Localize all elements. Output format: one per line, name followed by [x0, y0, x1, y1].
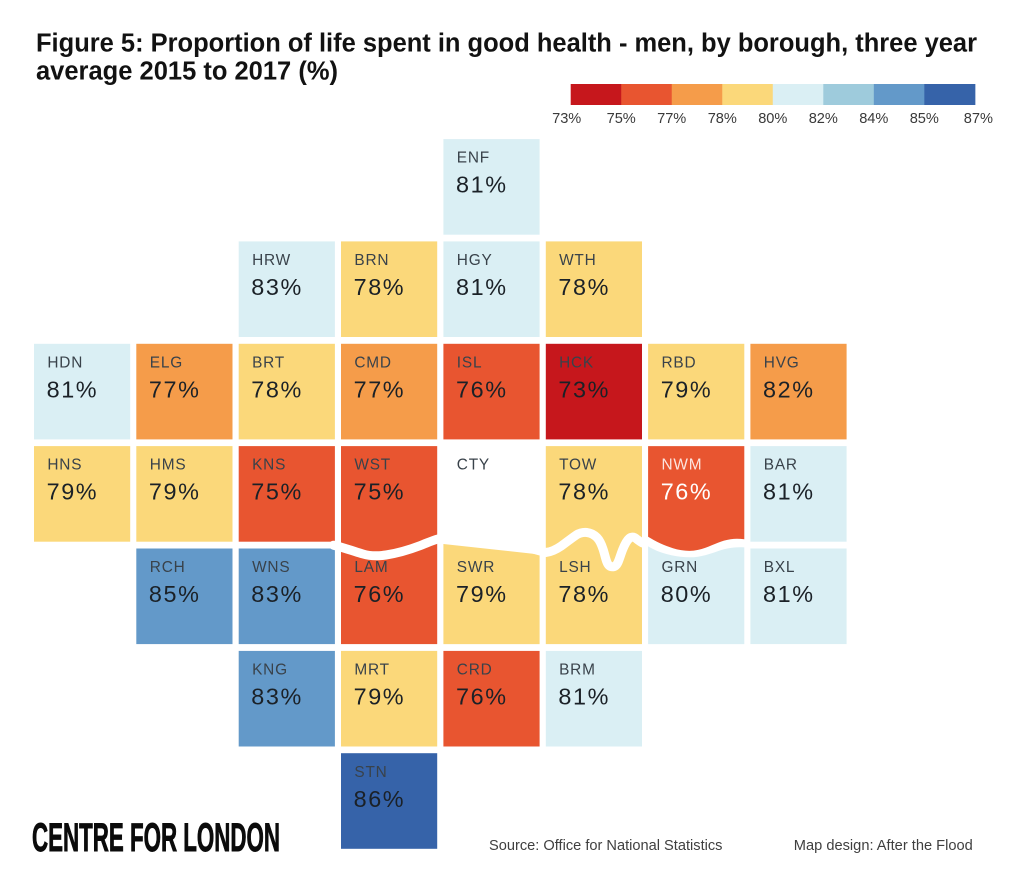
svg-text:81%: 81%	[456, 172, 508, 198]
svg-text:77%: 77%	[149, 376, 201, 402]
svg-text:Figure 5: Proportion of life s: Figure 5: Proportion of life spent in go…	[36, 29, 977, 57]
svg-text:83%: 83%	[251, 581, 303, 607]
svg-text:79%: 79%	[354, 684, 406, 710]
svg-text:79%: 79%	[456, 581, 508, 607]
svg-text:WTH: WTH	[559, 252, 596, 269]
svg-text:average 2015 to 2017 (%): average 2015 to 2017 (%)	[36, 58, 338, 86]
svg-text:HVG: HVG	[764, 354, 800, 371]
svg-text:76%: 76%	[661, 479, 713, 505]
svg-text:CTY: CTY	[457, 457, 490, 474]
svg-text:HGY: HGY	[457, 252, 493, 269]
svg-text:73%: 73%	[558, 376, 610, 402]
svg-text:78%: 78%	[354, 274, 406, 300]
svg-text:Source: Office for National St: Source: Office for National Statistics	[489, 838, 723, 854]
svg-text:86%: 86%	[354, 786, 406, 812]
svg-text:HCK: HCK	[559, 354, 594, 371]
svg-text:77%: 77%	[657, 111, 686, 127]
svg-text:87%: 87%	[964, 111, 993, 127]
svg-text:HRW: HRW	[252, 252, 291, 269]
svg-text:81%: 81%	[763, 581, 815, 607]
svg-text:83%: 83%	[251, 274, 303, 300]
svg-text:80%: 80%	[661, 581, 713, 607]
svg-text:85%: 85%	[149, 581, 201, 607]
svg-text:GRN: GRN	[662, 559, 699, 576]
svg-text:80%: 80%	[758, 111, 787, 127]
svg-text:78%: 78%	[558, 581, 610, 607]
svg-text:ISL: ISL	[457, 354, 483, 371]
svg-text:83%: 83%	[251, 684, 303, 710]
svg-text:76%: 76%	[456, 376, 508, 402]
svg-text:85%: 85%	[910, 111, 939, 127]
svg-text:WST: WST	[354, 457, 391, 474]
svg-text:RCH: RCH	[150, 559, 186, 576]
svg-text:RBD: RBD	[662, 354, 697, 371]
svg-text:CRD: CRD	[457, 661, 493, 678]
svg-text:77%: 77%	[354, 376, 406, 402]
svg-text:NWM: NWM	[662, 457, 703, 474]
svg-text:CENTRE FOR LONDON: CENTRE FOR LONDON	[32, 816, 280, 860]
svg-text:78%: 78%	[708, 111, 737, 127]
svg-text:KNS: KNS	[252, 457, 286, 474]
svg-text:79%: 79%	[47, 479, 99, 505]
svg-text:79%: 79%	[661, 376, 713, 402]
svg-text:LAM: LAM	[354, 559, 388, 576]
svg-text:BAR: BAR	[764, 457, 798, 474]
svg-text:75%: 75%	[251, 479, 303, 505]
svg-text:HNS: HNS	[47, 457, 82, 474]
svg-text:STN: STN	[354, 764, 387, 781]
svg-text:BRN: BRN	[354, 252, 389, 269]
svg-text:TOW: TOW	[559, 457, 597, 474]
svg-text:WNS: WNS	[252, 559, 290, 576]
svg-text:HDN: HDN	[47, 354, 83, 371]
svg-text:BXL: BXL	[764, 559, 796, 576]
svg-text:76%: 76%	[354, 581, 406, 607]
svg-text:73%: 73%	[552, 111, 581, 127]
svg-text:81%: 81%	[558, 684, 610, 710]
svg-text:75%: 75%	[354, 479, 406, 505]
svg-text:78%: 78%	[558, 479, 610, 505]
svg-text:KNG: KNG	[252, 661, 288, 678]
svg-text:CMD: CMD	[354, 354, 391, 371]
svg-text:BRT: BRT	[252, 354, 285, 371]
svg-text:79%: 79%	[149, 479, 201, 505]
svg-text:75%: 75%	[607, 111, 636, 127]
svg-text:82%: 82%	[763, 376, 815, 402]
svg-text:76%: 76%	[456, 684, 508, 710]
svg-text:MRT: MRT	[354, 661, 389, 678]
svg-text:BRM: BRM	[559, 661, 596, 678]
svg-text:Map design: After the Flood: Map design: After the Flood	[794, 838, 973, 854]
svg-text:LSH: LSH	[559, 559, 591, 576]
svg-text:81%: 81%	[456, 274, 508, 300]
svg-text:81%: 81%	[47, 376, 99, 402]
svg-text:78%: 78%	[558, 274, 610, 300]
svg-text:82%: 82%	[809, 111, 838, 127]
svg-text:ELG: ELG	[150, 354, 183, 371]
svg-text:81%: 81%	[763, 479, 815, 505]
svg-text:SWR: SWR	[457, 559, 495, 576]
svg-text:ENF: ENF	[457, 150, 490, 167]
svg-text:78%: 78%	[251, 376, 303, 402]
svg-text:HMS: HMS	[150, 457, 187, 474]
svg-text:84%: 84%	[859, 111, 888, 127]
